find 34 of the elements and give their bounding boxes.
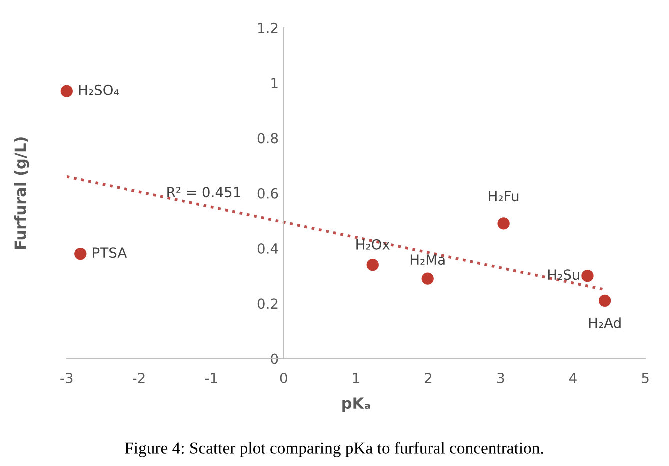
point bbox=[582, 270, 594, 282]
y-tick-label: 0.8 bbox=[258, 133, 278, 144]
x-tick-label: 2 bbox=[425, 372, 432, 384]
point bbox=[366, 259, 379, 272]
annotation: H₂Fu bbox=[489, 191, 519, 202]
y-tick-label: 1.2 bbox=[258, 22, 278, 34]
caption: Figure 4: Scatter plot comparing pKa to furfural concentration. bbox=[125, 442, 544, 458]
x-tick-label: 3 bbox=[498, 372, 504, 384]
point bbox=[599, 294, 612, 307]
x-tick-label: -2 bbox=[132, 372, 145, 384]
annotation: H₂SO₄ bbox=[79, 84, 119, 96]
x-tick-label: 1 bbox=[353, 373, 360, 384]
y-tick-label: 0 bbox=[271, 354, 278, 364]
annotation: H₂Ma bbox=[410, 254, 445, 266]
annotation: H₂Su bbox=[548, 270, 580, 280]
point bbox=[74, 248, 87, 260]
annotation: H₂Ox bbox=[356, 239, 390, 250]
y-tick-label: 0.6 bbox=[258, 188, 278, 199]
y-axis-title: Furfural (g/L) bbox=[14, 138, 30, 250]
annotation: PTSA bbox=[93, 248, 128, 258]
x-tick-label: 0 bbox=[280, 372, 288, 384]
y-tick-label: 0.4 bbox=[258, 244, 278, 254]
x-tick-label: -3 bbox=[60, 372, 73, 384]
x-tick-label: -1 bbox=[205, 373, 218, 384]
annotation: R² = 0.451 bbox=[168, 187, 240, 198]
y-tick-label: 0.2 bbox=[258, 298, 278, 310]
annotation: H₂Ad bbox=[589, 318, 621, 328]
point bbox=[60, 85, 73, 98]
x-tick-label: 4 bbox=[570, 373, 577, 384]
x-axis-title: pKₐ bbox=[342, 398, 370, 412]
y-tick-label: 1 bbox=[272, 78, 278, 88]
point bbox=[498, 218, 510, 230]
x-tick-label: 5 bbox=[642, 373, 649, 384]
point bbox=[422, 272, 434, 285]
